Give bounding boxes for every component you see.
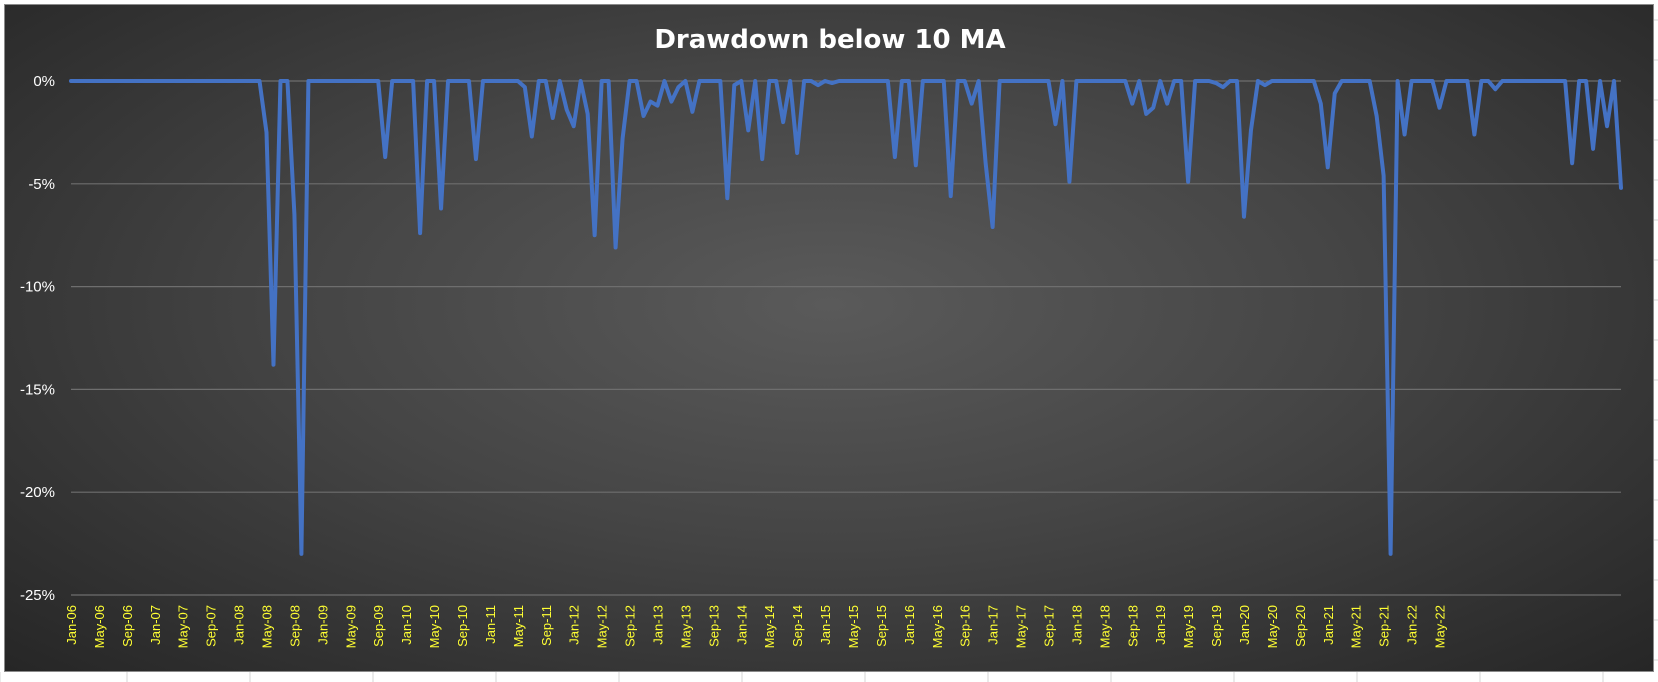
x-tick-label: May-06 xyxy=(92,605,107,648)
x-tick-label: May-09 xyxy=(343,605,358,648)
x-tick-label: Jan-08 xyxy=(232,605,247,645)
x-tick-label: Sep-12 xyxy=(623,605,638,647)
y-tick-label: -5% xyxy=(28,176,55,193)
x-tick-label: Sep-15 xyxy=(874,605,889,647)
x-tick-label: Sep-16 xyxy=(958,605,973,647)
line-chart: Drawdown below 10 MA 0% -5% -10% -15% -20% -2… xyxy=(20,25,1623,648)
x-axis-labels: Jan-06 May-06 Sep-06 Jan-07 May-07 Sep-07 Jan-… xyxy=(64,605,1447,648)
x-tick-label: Jan-22 xyxy=(1405,605,1420,645)
x-tick-label: Jan-18 xyxy=(1069,605,1084,645)
x-tick-label: May-14 xyxy=(762,605,777,648)
x-tick-label: Jan-12 xyxy=(567,605,582,645)
x-tick-label: May-11 xyxy=(511,605,526,647)
x-tick-label: Sep-07 xyxy=(204,605,219,647)
x-tick-label: Sep-09 xyxy=(371,605,386,647)
x-tick-label: May-20 xyxy=(1265,605,1280,648)
x-tick-label: Jan-09 xyxy=(315,605,330,645)
x-tick-label: Jan-20 xyxy=(1237,605,1252,645)
y-tick-label: -15% xyxy=(20,381,55,398)
y-tick-label: -20% xyxy=(20,484,55,501)
x-tick-label: Jan-15 xyxy=(818,605,833,645)
chart-title: Drawdown below 10 MA xyxy=(654,25,1005,55)
x-tick-label: Sep-14 xyxy=(790,605,805,647)
x-tick-label: Jan-21 xyxy=(1321,605,1336,645)
y-tick-label: -25% xyxy=(20,587,55,604)
x-tick-label: Jan-13 xyxy=(650,605,665,645)
x-tick-label: May-12 xyxy=(595,605,610,648)
x-tick-label: Jan-11 xyxy=(483,605,498,644)
x-tick-label: May-13 xyxy=(678,605,693,648)
x-tick-label: May-10 xyxy=(427,605,442,648)
x-tick-label: Jan-16 xyxy=(902,605,917,645)
x-tick-label: May-18 xyxy=(1097,605,1112,648)
x-tick-label: May-16 xyxy=(930,605,945,648)
series-layer xyxy=(69,79,1623,556)
x-tick-label: May-17 xyxy=(1014,605,1029,648)
x-tick-label: Jan-07 xyxy=(148,605,163,645)
x-tick-label: Sep-20 xyxy=(1293,605,1308,647)
x-tick-label: Sep-13 xyxy=(706,605,721,647)
x-tick-label: Sep-21 xyxy=(1377,605,1392,647)
x-tick-label: Sep-18 xyxy=(1125,605,1140,647)
x-tick-label: Jan-19 xyxy=(1153,605,1168,645)
x-tick-label: Jan-14 xyxy=(734,605,749,645)
x-tick-label: Sep-08 xyxy=(287,605,302,647)
x-tick-label: Sep-19 xyxy=(1209,605,1224,647)
x-tick-label: Jan-10 xyxy=(399,605,414,645)
x-tick-label: Sep-17 xyxy=(1041,605,1056,647)
x-tick-label: May-21 xyxy=(1349,605,1364,648)
x-tick-label: May-08 xyxy=(259,605,274,648)
y-tick-label: 0% xyxy=(33,73,55,90)
x-tick-label: Sep-06 xyxy=(120,605,135,647)
x-tick-label: Sep-11 xyxy=(539,605,554,646)
x-tick-label: Sep-10 xyxy=(455,605,470,647)
x-tick-label: May-19 xyxy=(1181,605,1196,648)
x-tick-label: May-22 xyxy=(1432,605,1447,648)
x-tick-label: Jan-06 xyxy=(64,605,79,645)
chart-area[interactable]: Drawdown below 10 MA 0% -5% -10% -15% -20% -2… xyxy=(4,4,1654,672)
x-tick-label: May-15 xyxy=(846,605,861,648)
y-axis-labels: 0% -5% -10% -15% -20% -25% xyxy=(20,73,55,604)
x-tick-label: Jan-17 xyxy=(986,605,1001,645)
x-tick-label: May-07 xyxy=(176,605,191,648)
series-line-drawdown xyxy=(69,79,1623,556)
y-tick-label: -10% xyxy=(20,279,55,296)
